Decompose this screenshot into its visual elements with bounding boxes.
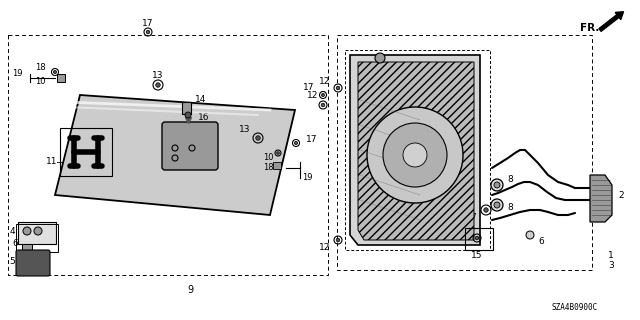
Circle shape — [475, 236, 479, 240]
Circle shape — [321, 103, 325, 107]
Text: 16: 16 — [198, 113, 209, 122]
Text: FR.: FR. — [580, 23, 599, 33]
Text: 12: 12 — [319, 76, 330, 85]
Text: 19: 19 — [13, 68, 23, 77]
Bar — [57, 74, 65, 82]
Text: 18: 18 — [262, 164, 273, 172]
Circle shape — [375, 53, 385, 63]
Text: 12: 12 — [319, 244, 330, 252]
Text: 7: 7 — [470, 213, 476, 222]
Circle shape — [321, 93, 324, 97]
Text: 17: 17 — [306, 135, 317, 145]
Polygon shape — [55, 95, 295, 215]
Text: 10: 10 — [263, 154, 273, 163]
Text: 5: 5 — [9, 257, 15, 266]
Text: 17: 17 — [142, 20, 154, 28]
Text: 19: 19 — [302, 173, 312, 182]
Circle shape — [23, 227, 31, 235]
Circle shape — [185, 112, 191, 118]
Text: 6: 6 — [12, 238, 18, 247]
Circle shape — [336, 238, 340, 242]
Text: 10: 10 — [35, 77, 45, 86]
Circle shape — [494, 182, 500, 188]
Bar — [337, 35, 592, 270]
Polygon shape — [358, 62, 474, 240]
Text: 13: 13 — [152, 71, 164, 81]
Text: 4: 4 — [10, 227, 15, 236]
Circle shape — [256, 136, 260, 140]
Circle shape — [526, 231, 534, 239]
Bar — [465, 228, 493, 250]
Circle shape — [484, 208, 488, 212]
Text: 17: 17 — [303, 84, 314, 92]
Circle shape — [491, 179, 503, 191]
Text: 13: 13 — [239, 125, 250, 134]
Circle shape — [494, 202, 500, 208]
Text: 9: 9 — [187, 285, 193, 295]
Circle shape — [156, 83, 160, 87]
Text: 8: 8 — [507, 175, 513, 185]
Bar — [18, 222, 56, 244]
Text: 1: 1 — [608, 251, 614, 260]
Circle shape — [403, 143, 427, 167]
Polygon shape — [350, 55, 480, 245]
Circle shape — [491, 199, 503, 211]
Circle shape — [367, 107, 463, 203]
Text: 12: 12 — [307, 92, 318, 100]
Circle shape — [146, 30, 150, 34]
FancyBboxPatch shape — [162, 122, 218, 170]
Text: 14: 14 — [195, 95, 206, 105]
Text: 11: 11 — [45, 157, 57, 166]
Bar — [8, 35, 328, 275]
Text: 18: 18 — [35, 63, 45, 73]
Text: 8: 8 — [507, 203, 513, 212]
Bar — [345, 50, 490, 250]
FancyBboxPatch shape — [16, 250, 50, 276]
Bar — [22, 244, 32, 251]
Circle shape — [276, 152, 279, 154]
Circle shape — [53, 70, 56, 74]
Text: 6: 6 — [538, 237, 544, 246]
Circle shape — [383, 123, 447, 187]
Text: 2: 2 — [618, 190, 623, 199]
Text: 3: 3 — [608, 260, 614, 269]
Text: SZA4B0900C: SZA4B0900C — [552, 303, 598, 313]
Polygon shape — [590, 175, 612, 222]
Bar — [273, 162, 281, 169]
Circle shape — [34, 227, 42, 235]
FancyArrow shape — [599, 12, 623, 31]
Circle shape — [336, 86, 340, 90]
Text: 15: 15 — [471, 251, 483, 260]
Bar — [60, 128, 112, 176]
Bar — [182, 102, 191, 114]
Bar — [16, 224, 58, 252]
Circle shape — [294, 141, 298, 145]
